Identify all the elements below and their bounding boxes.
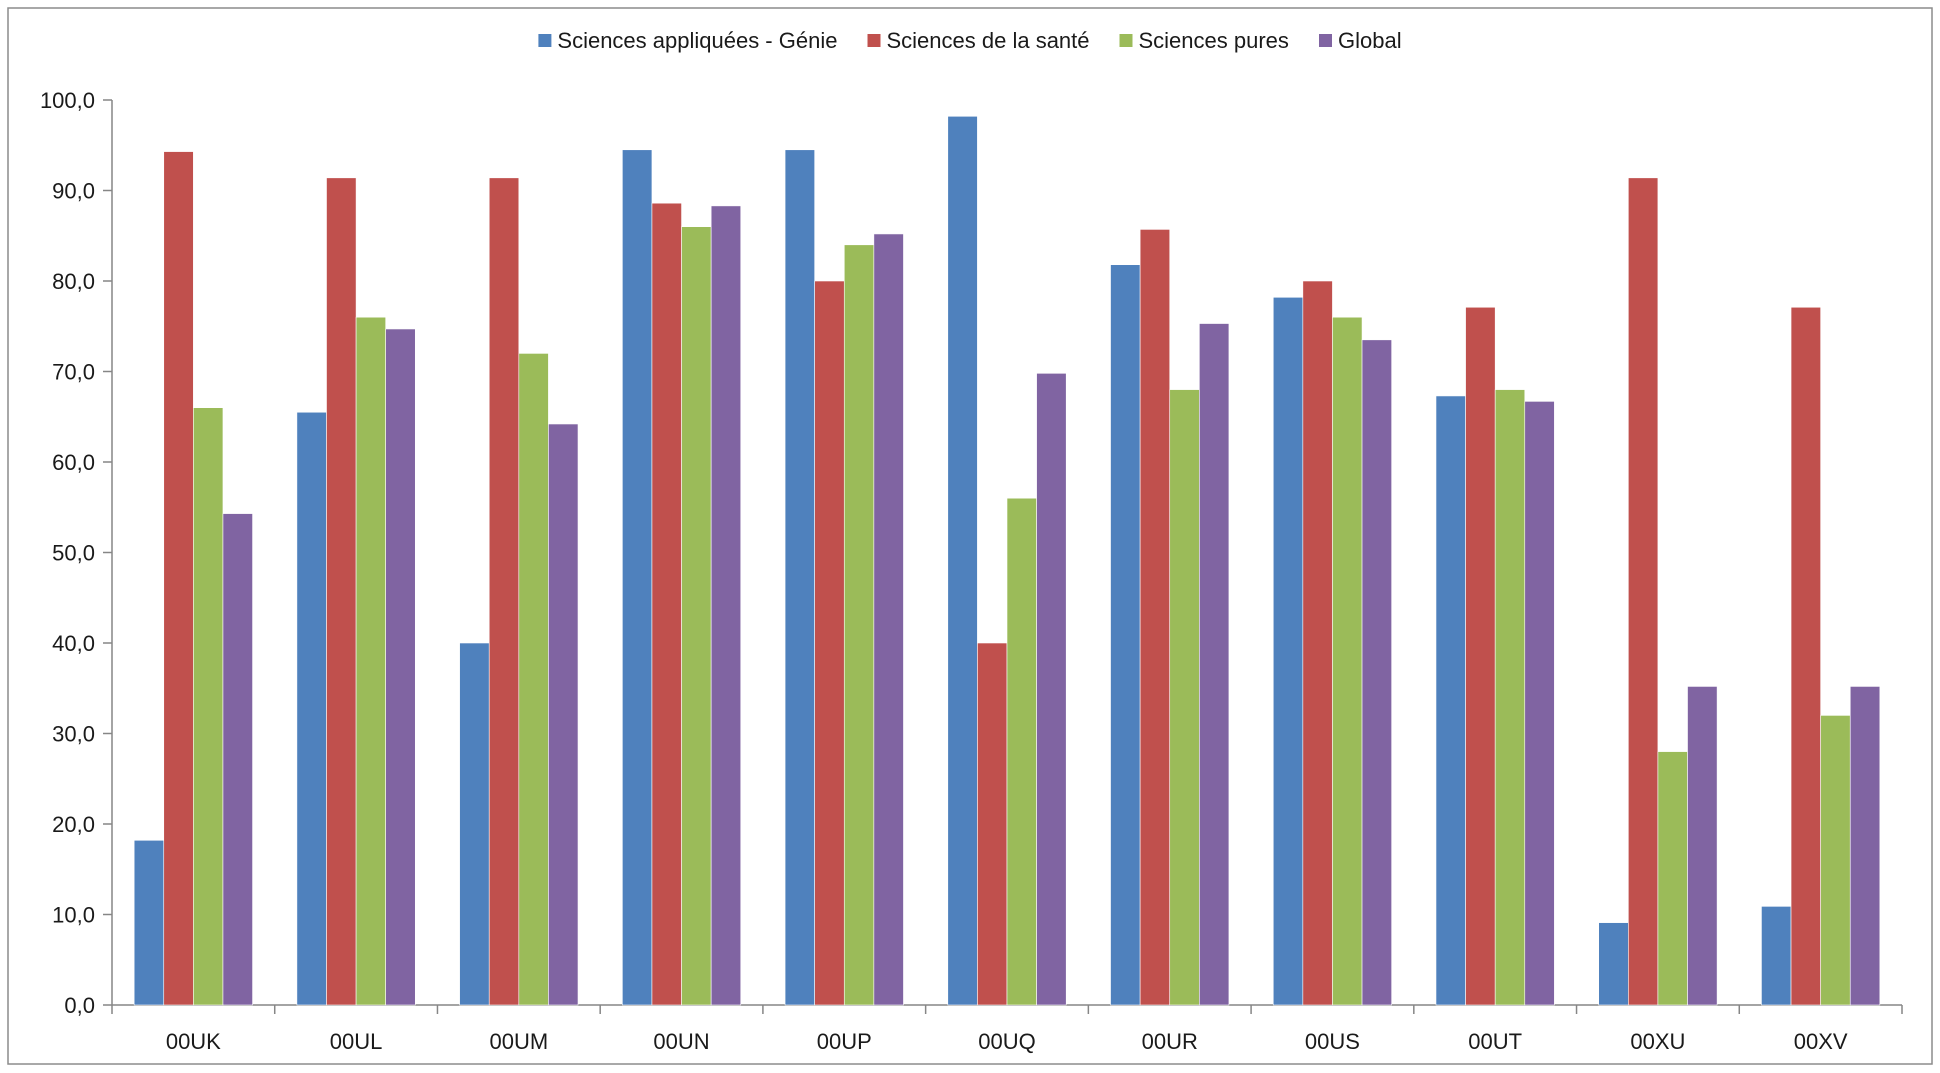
bar-00uk-series-4 <box>222 513 253 1006</box>
x-tick-label: 00UR <box>1142 1029 1198 1054</box>
bar-00uq-series-4 <box>1036 373 1067 1006</box>
bar-00ut-series-1 <box>1435 395 1466 1006</box>
bar-00uk-series-3 <box>193 407 224 1006</box>
y-tick-label: 30,0 <box>52 722 95 747</box>
legend-swatch <box>1119 34 1133 47</box>
bar-00xv-series-1 <box>1761 906 1792 1006</box>
legend-swatch <box>1319 34 1332 47</box>
bar-00xu-series-3 <box>1657 751 1688 1006</box>
bar-00uq-series-1 <box>947 115 978 1006</box>
bar-00us-series-4 <box>1361 339 1392 1006</box>
bar-00xv-series-2 <box>1790 306 1821 1006</box>
legend: Sciences appliquées - Génie Sciences de l… <box>538 28 1402 53</box>
bar-00up-series-3 <box>843 244 875 1006</box>
bar-00uk-series-2 <box>163 151 194 1006</box>
x-tick-label: 00UQ <box>978 1029 1035 1054</box>
bar-00um-series-2 <box>488 177 520 1006</box>
x-tick-label: 00UK <box>166 1029 221 1054</box>
bar-00ul-series-3 <box>355 316 386 1006</box>
x-axis: 00UK 00UL 00UM 00UN 00UP 00UQ 00UR 00US 00UT 00XU… <box>111 1004 1903 1054</box>
y-tick-label: 20,0 <box>52 812 95 837</box>
y-tick-label: 70,0 <box>52 360 95 385</box>
y-tick-label: 80,0 <box>52 269 95 294</box>
y-tick-label: 10,0 <box>52 903 95 928</box>
legend-label: Sciences pures <box>1139 28 1289 53</box>
bar-00ut-series-4 <box>1524 401 1555 1006</box>
bar-00up-series-4 <box>873 233 904 1006</box>
bar-00uk-series-1 <box>133 839 165 1006</box>
bar-00xv-series-4 <box>1849 686 1881 1006</box>
x-tick-label: 00UL <box>330 1029 383 1054</box>
legend-swatch <box>867 34 881 47</box>
legend-swatch <box>538 34 552 47</box>
bars-group <box>133 115 1881 1006</box>
x-tick-label: 00UN <box>653 1029 709 1054</box>
bar-00un-series-4 <box>710 205 742 1006</box>
x-tick-label: 00XU <box>1630 1029 1685 1054</box>
bar-00un-series-1 <box>622 149 653 1006</box>
x-tick-label: 00XV <box>1794 1029 1848 1054</box>
y-tick-label: 50,0 <box>52 541 95 566</box>
bar-00ut-series-2 <box>1465 306 1496 1006</box>
legend-item: Global <box>1319 28 1402 53</box>
x-tick-label: 00UT <box>1468 1029 1522 1054</box>
legend-item: Sciences pures <box>1119 28 1289 53</box>
y-tick-label: 90,0 <box>52 179 95 204</box>
x-tick-label: 00US <box>1305 1029 1360 1054</box>
bar-00up-series-1 <box>784 149 815 1006</box>
bar-00ul-series-4 <box>385 328 416 1006</box>
bar-00uq-series-3 <box>1006 497 1037 1006</box>
legend-label: Sciences de la santé <box>887 28 1090 53</box>
bar-00um-series-1 <box>459 642 490 1006</box>
bar-00ur-series-1 <box>1110 264 1141 1006</box>
y-tick-label: 0,0 <box>64 993 95 1018</box>
y-tick-label: 60,0 <box>52 450 95 475</box>
legend-label: Global <box>1338 28 1402 53</box>
bar-00up-series-2 <box>814 280 845 1006</box>
y-tick-label: 100,0 <box>40 88 95 113</box>
bar-00ul-series-2 <box>326 177 357 1006</box>
legend-item: Sciences de la santé <box>867 28 1090 53</box>
bar-00ur-series-3 <box>1169 389 1200 1006</box>
bar-00xu-series-2 <box>1628 177 1659 1006</box>
bar-00us-series-3 <box>1332 316 1363 1006</box>
bar-00xu-series-1 <box>1598 922 1629 1006</box>
bar-00us-series-1 <box>1272 296 1304 1006</box>
legend-label: Sciences appliquées - Génie <box>557 28 837 53</box>
bar-00ul-series-1 <box>296 411 327 1006</box>
bar-00um-series-4 <box>548 423 579 1006</box>
bar-00ur-series-2 <box>1139 229 1171 1006</box>
bar-00us-series-2 <box>1302 280 1333 1006</box>
x-tick-label: 00UM <box>489 1029 548 1054</box>
x-tick-label: 00UP <box>817 1029 872 1054</box>
bar-00xv-series-3 <box>1820 715 1851 1006</box>
legend-item: Sciences appliquées - Génie <box>538 28 837 53</box>
bar-00ur-series-4 <box>1199 323 1230 1006</box>
bar-00un-series-3 <box>681 226 712 1006</box>
bar-00um-series-3 <box>518 353 549 1006</box>
y-axis: 0,0 10,0 20,0 30,0 40,0 50,0 60,0 70,0 80,0 90,0 1… <box>40 88 113 1018</box>
bar-00ut-series-3 <box>1494 389 1526 1006</box>
bar-00uq-series-2 <box>977 642 1008 1006</box>
bar-00un-series-2 <box>651 202 682 1006</box>
y-tick-label: 40,0 <box>52 631 95 656</box>
bar-00xu-series-4 <box>1687 686 1718 1006</box>
